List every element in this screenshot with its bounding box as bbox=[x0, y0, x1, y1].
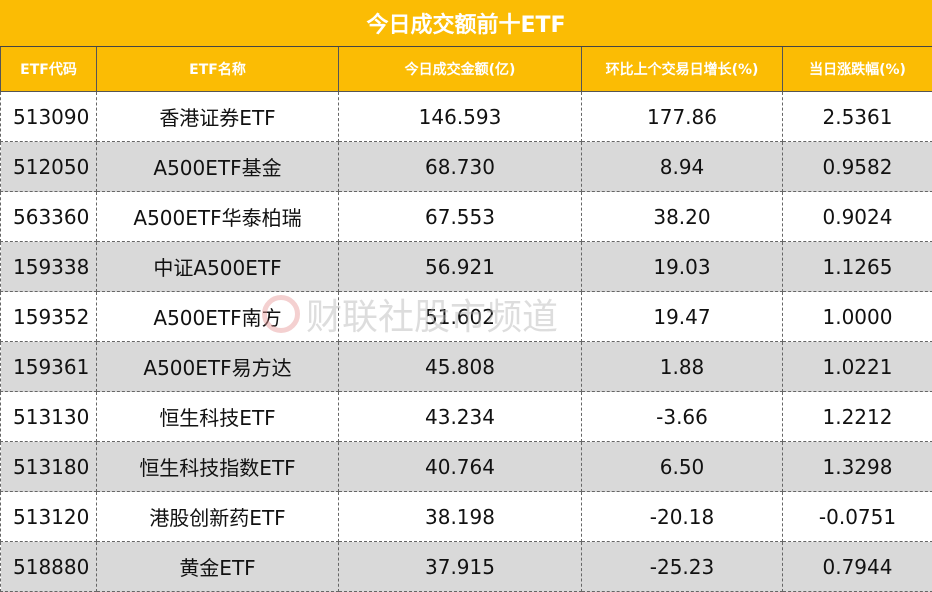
daily-change-cell: 0.9582 bbox=[783, 142, 932, 192]
column-header: ETF代码 bbox=[1, 47, 97, 92]
change-vs-prev-cell: 8.94 bbox=[582, 142, 783, 192]
daily-change-cell: 1.0000 bbox=[783, 292, 932, 342]
etf-code-cell: 159352 bbox=[1, 292, 97, 342]
daily-change-cell: -0.0751 bbox=[783, 492, 932, 542]
column-header: 今日成交金额(亿) bbox=[339, 47, 582, 92]
etf-code-cell: 513090 bbox=[1, 92, 97, 142]
etf-name-cell: 恒生科技ETF bbox=[97, 392, 339, 442]
change-vs-prev-cell: -3.66 bbox=[582, 392, 783, 442]
turnover-cell: 37.915 bbox=[339, 542, 582, 592]
turnover-cell: 68.730 bbox=[339, 142, 582, 192]
daily-change-cell: 1.1265 bbox=[783, 242, 932, 292]
etf-code-cell: 159361 bbox=[1, 342, 97, 392]
turnover-cell: 56.921 bbox=[339, 242, 582, 292]
column-header: 环比上个交易日增长(%) bbox=[582, 47, 783, 92]
etf-name-cell: A500ETF易方达 bbox=[97, 342, 339, 392]
turnover-cell: 146.593 bbox=[339, 92, 582, 142]
change-vs-prev-cell: -20.18 bbox=[582, 492, 783, 542]
change-vs-prev-cell: 19.03 bbox=[582, 242, 783, 292]
change-vs-prev-cell: -25.23 bbox=[582, 542, 783, 592]
change-vs-prev-cell: 177.86 bbox=[582, 92, 783, 142]
etf-code-cell: 513130 bbox=[1, 392, 97, 442]
turnover-cell: 38.198 bbox=[339, 492, 582, 542]
daily-change-cell: 1.0221 bbox=[783, 342, 932, 392]
etf-code-cell: 159338 bbox=[1, 242, 97, 292]
turnover-cell: 40.764 bbox=[339, 442, 582, 492]
etf-code-cell: 518880 bbox=[1, 542, 97, 592]
etf-code-cell: 512050 bbox=[1, 142, 97, 192]
etf-name-cell: A500ETF南方 bbox=[97, 292, 339, 342]
etf-name-cell: A500ETF基金 bbox=[97, 142, 339, 192]
etf-name-cell: 香港证券ETF bbox=[97, 92, 339, 142]
etf-code-cell: 513180 bbox=[1, 442, 97, 492]
etf-name-cell: 黄金ETF bbox=[97, 542, 339, 592]
turnover-cell: 43.234 bbox=[339, 392, 582, 442]
etf-code-cell: 563360 bbox=[1, 192, 97, 242]
change-vs-prev-cell: 19.47 bbox=[582, 292, 783, 342]
change-vs-prev-cell: 6.50 bbox=[582, 442, 783, 492]
etf-name-cell: 中证A500ETF bbox=[97, 242, 339, 292]
etf-code-cell: 513120 bbox=[1, 492, 97, 542]
table-title: 今日成交额前十ETF bbox=[0, 0, 932, 47]
turnover-cell: 51.602 bbox=[339, 292, 582, 342]
change-vs-prev-cell: 1.88 bbox=[582, 342, 783, 392]
daily-change-cell: 0.9024 bbox=[783, 192, 932, 242]
daily-change-cell: 2.5361 bbox=[783, 92, 932, 142]
etf-name-cell: 恒生科技指数ETF bbox=[97, 442, 339, 492]
etf-name-cell: A500ETF华泰柏瑞 bbox=[97, 192, 339, 242]
daily-change-cell: 0.7944 bbox=[783, 542, 932, 592]
column-header: ETF名称 bbox=[97, 47, 339, 92]
turnover-cell: 45.808 bbox=[339, 342, 582, 392]
change-vs-prev-cell: 38.20 bbox=[582, 192, 783, 242]
daily-change-cell: 1.3298 bbox=[783, 442, 932, 492]
daily-change-cell: 1.2212 bbox=[783, 392, 932, 442]
etf-name-cell: 港股创新药ETF bbox=[97, 492, 339, 542]
turnover-cell: 67.553 bbox=[339, 192, 582, 242]
column-header: 当日涨跌幅(%) bbox=[783, 47, 932, 92]
